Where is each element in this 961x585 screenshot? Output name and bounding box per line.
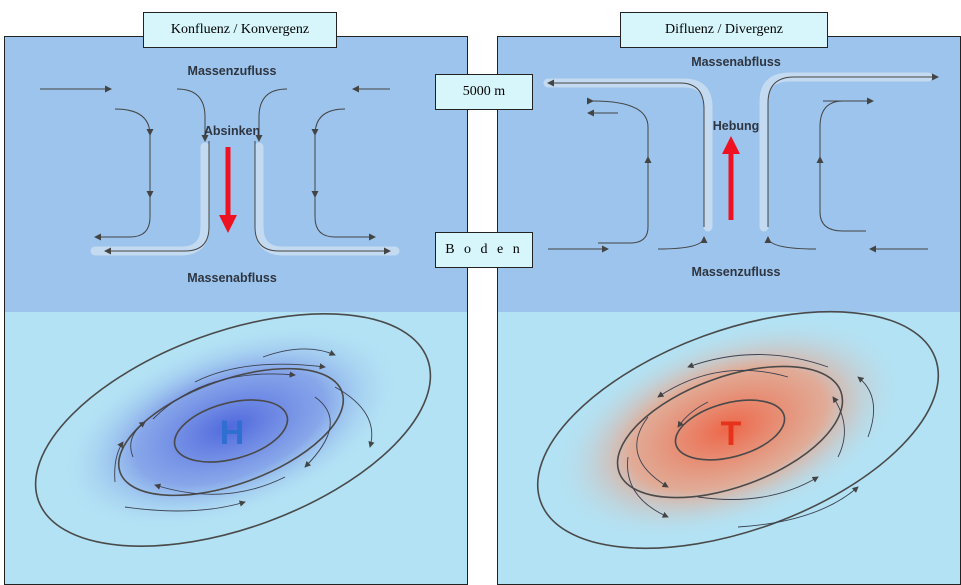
panel-divergence: Massenabfluss Hebung Massenzufluss T: [497, 36, 961, 585]
vertical-motion-label: Absinken: [204, 124, 260, 138]
title-difluenz: Difluenz / Divergenz: [620, 12, 828, 48]
isobars-high: [34, 313, 432, 547]
top-flow-label: Massenzufluss: [188, 64, 277, 78]
diagram-divergence: Massenabfluss Hebung Massenzufluss T: [498, 37, 960, 584]
sinking-arrow: [219, 147, 237, 233]
label-boden: B o d e n: [435, 232, 533, 268]
label-5000m: 5000 m: [435, 74, 533, 110]
title-konfluenz: Konfluenz / Konvergenz: [143, 12, 337, 48]
rising-arrow: [722, 136, 740, 220]
flow-lines: [547, 73, 939, 253]
panel-convergence: Massenzufluss Absinken Massenabfluss H: [4, 36, 468, 585]
high-letter: H: [220, 414, 245, 452]
flow-lines: [40, 85, 391, 255]
high-pressure-blob: [58, 322, 402, 532]
vertical-motion-label: Hebung: [713, 119, 760, 133]
upper-air-area: [5, 37, 467, 312]
low-letter: T: [721, 415, 742, 453]
wind-arrows-high: [114, 348, 375, 512]
isobars-low: [536, 310, 940, 550]
wind-arrows-low: [627, 354, 875, 528]
top-flow-label: Massenabfluss: [691, 55, 781, 69]
low-pressure-blob: [550, 317, 906, 541]
bottom-flow-label: Massenzufluss: [692, 265, 781, 279]
bottom-flow-label: Massenabfluss: [187, 271, 277, 285]
diagram-convergence: Massenzufluss Absinken Massenabfluss H: [5, 37, 467, 584]
